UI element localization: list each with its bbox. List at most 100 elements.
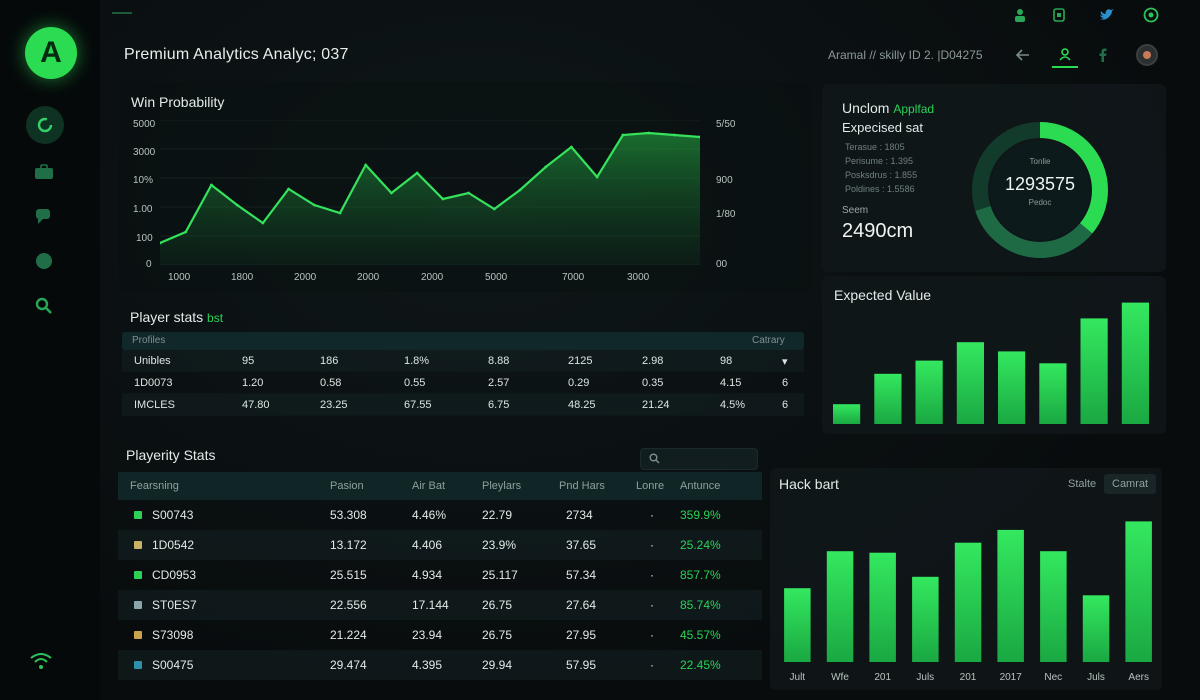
table-cell: · (650, 628, 654, 642)
header-cell[interactable]: Catrary (752, 335, 785, 346)
bar[interactable] (874, 373, 902, 424)
bar[interactable] (912, 576, 939, 662)
bar[interactable] (954, 542, 982, 662)
data-point (210, 183, 213, 187)
row-color-marker (134, 661, 142, 669)
table-header: Fearsning Pasion Air Bat Pleylars Pnd Ha… (118, 472, 762, 500)
table-cell: 22.79 (482, 508, 513, 522)
data-point (160, 241, 162, 245)
toggle-camrat[interactable]: Camrat (1104, 474, 1157, 494)
table-row[interactable]: IMCLES 47.80 23.25 67.55 6.75 48.25 21.24 4.5% 6 (122, 394, 804, 416)
bar[interactable] (915, 360, 943, 424)
table-cell: 6 (782, 399, 789, 411)
bar[interactable] (869, 552, 896, 662)
data-point (415, 171, 419, 175)
search-icon[interactable] (28, 290, 60, 322)
x-tick: 7000 (562, 272, 585, 283)
data-point (235, 203, 239, 207)
row-color-marker (134, 601, 142, 609)
playerity-rows: S00743 53.308 4.46% 22.79 2734 · 359.9% 1D0542 1… (118, 500, 762, 680)
table-cell: 25.515 (330, 568, 367, 582)
page-title: Premium Analytics Analyc; 037 (124, 46, 349, 63)
y-tick-left: 5000 (133, 119, 156, 130)
table-cell: 4.15 (720, 377, 742, 389)
table-cell: 47.80 (242, 399, 270, 411)
circle-icon[interactable] (28, 245, 60, 277)
x-tick-label: Jult (790, 672, 806, 683)
bar[interactable] (826, 551, 854, 662)
profile-tab-icon[interactable] (1052, 42, 1078, 68)
bar[interactable] (1040, 551, 1067, 662)
document-icon[interactable] (1048, 4, 1070, 26)
legend-value: 1.395 (890, 156, 914, 166)
col-header[interactable]: Air Bat (412, 480, 446, 492)
chat-icon[interactable] (28, 200, 60, 232)
table-row[interactable]: ST0ES7 22.556 17.144 26.75 27.64 · 85.74% (118, 590, 762, 620)
row-color-marker (134, 511, 142, 519)
table-cell: Unibles (134, 355, 171, 367)
row-color-marker (134, 631, 142, 639)
x-tick-label: Nec (1044, 672, 1062, 683)
table-cell: 26.75 (482, 598, 513, 612)
table-row[interactable]: S00743 53.308 4.46% 22.79 2734 · 359.9% (118, 500, 762, 530)
globe-icon[interactable] (1140, 4, 1162, 26)
arrow-left-icon[interactable] (1010, 42, 1036, 68)
y-tick-left: 10% (133, 175, 154, 186)
table-row[interactable]: 1D0542 13.172 4.406 23.9% 37.65 · 25.24% (118, 530, 762, 560)
table-cell: 45.57% (680, 628, 721, 642)
donut-center-top: Tonlie (1029, 157, 1051, 166)
bar[interactable] (998, 351, 1026, 424)
user-icon[interactable] (1009, 4, 1031, 26)
table-row[interactable]: Unibles 95 186 1.8% 8.88 2125 2.98 98 ▾ (122, 350, 804, 372)
table-row[interactable]: 1D0073 1.20 0.58 0.55 2.57 0.29 0.35 4.15 6 (122, 372, 804, 394)
col-header[interactable]: Pasion (330, 480, 364, 492)
table-cell: 1.8% (404, 355, 430, 367)
search-input[interactable] (640, 448, 758, 470)
data-point (287, 187, 290, 191)
toggle-stalte[interactable]: Stalte (1068, 478, 1097, 490)
y-tick-right: 00 (716, 259, 728, 270)
bar[interactable] (784, 588, 811, 662)
table-cell: · (650, 568, 654, 582)
hack-bart-chart: Jult Wfe 201 Juls 201 2017 Nec Juls Aers (784, 521, 1152, 683)
table-cell: 6.75 (488, 399, 510, 411)
table-row[interactable]: S00475 29.474 4.395 29.94 57.95 · 22.45% (118, 650, 762, 680)
table-cell: 4.5% (720, 399, 746, 411)
bar[interactable] (1082, 595, 1110, 662)
x-tick-label: Wfe (831, 672, 849, 683)
table-cell: 857.7% (680, 568, 721, 582)
bar[interactable] (1121, 302, 1149, 424)
app-logo[interactable]: A (25, 27, 77, 79)
y-tick-left: 100 (136, 233, 153, 244)
bar[interactable] (1039, 363, 1067, 424)
expected-value-chart (833, 302, 1149, 424)
x-tick: 2000 (421, 272, 444, 283)
bar[interactable] (956, 342, 984, 424)
bar[interactable] (1080, 318, 1108, 424)
facebook-icon[interactable] (1090, 42, 1116, 68)
briefcase-icon[interactable] (28, 156, 60, 188)
donut-center (990, 140, 1090, 240)
stat-value: 2490cm (842, 220, 914, 242)
col-header[interactable]: Lonre (636, 480, 665, 492)
table-header: Profiles Catrary (122, 332, 804, 350)
col-header[interactable]: Antunce (680, 480, 721, 492)
col-header[interactable]: Pnd Hars (559, 480, 605, 492)
table-row[interactable]: S73098 21.224 23.94 26.75 27.95 · 45.57% (118, 620, 762, 650)
bar[interactable] (833, 404, 861, 424)
col-header[interactable]: Fearsning (130, 480, 179, 492)
donut-title-tag: Applfad (893, 102, 935, 116)
avatar[interactable] (1136, 44, 1158, 66)
twitter-icon[interactable] (1096, 4, 1118, 26)
table-cell: 26.75 (482, 628, 513, 642)
col-header[interactable]: Pleylars (482, 480, 522, 492)
table-row[interactable]: CD0953 25.515 4.934 25.117 57.34 · 857.7% (118, 560, 762, 590)
bar[interactable] (1125, 521, 1152, 662)
data-point (647, 131, 650, 135)
table-cell: 57.95 (566, 658, 597, 672)
table-cell: 17.144 (412, 598, 449, 612)
bar[interactable] (997, 529, 1024, 662)
x-tick-label: 201 (874, 672, 891, 683)
search-icon (649, 453, 660, 464)
refresh-icon[interactable] (26, 106, 64, 144)
